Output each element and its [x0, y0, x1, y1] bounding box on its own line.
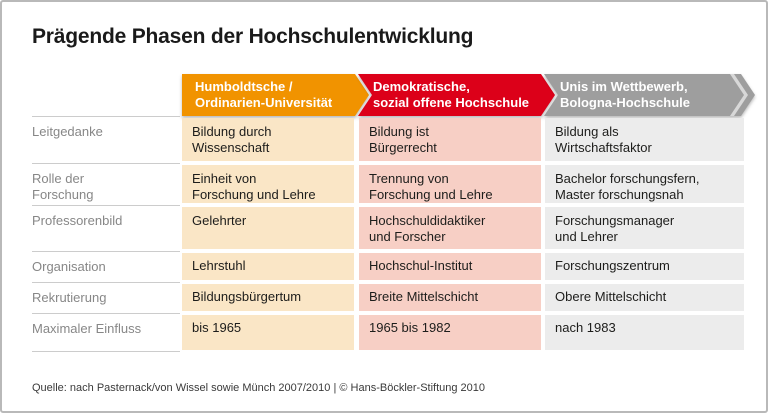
cell-professorenbild-phase2: Hochschuldidaktiker und Forscher	[359, 207, 541, 249]
row-label-leitgedanke: Leitgedanke	[32, 116, 180, 163]
chevron-right-icon	[730, 74, 748, 116]
row-label-rolle-der-forschung: Rolle der Forschung	[32, 163, 180, 205]
cell-forschung-phase2: Trennung von Forschung und Lehre	[359, 165, 541, 203]
cell-forschung-phase3: Bachelor forschungsfern, Master forschun…	[545, 165, 744, 203]
cell-rekrutierung-phase3: Obere Mittelschicht	[545, 284, 744, 311]
cell-organisation-phase1: Lehrstuhl	[182, 253, 354, 280]
phase-arrow-shape-1: Humboldtsche / Ordinarien-Universität	[182, 74, 369, 116]
cell-einfluss-phase1: bis 1965	[182, 315, 354, 350]
page-title: Prägende Phasen der Hochschulentwicklung	[32, 25, 474, 48]
cell-einfluss-phase3: nach 1983	[545, 315, 744, 350]
row-label-organisation: Organisation	[32, 251, 180, 282]
row-label-professorenbild: Professorenbild	[32, 205, 180, 251]
phase-label-2: Demokratische, sozial offene Hochschule	[373, 79, 530, 110]
cell-organisation-phase2: Hochschul-Institut	[359, 253, 541, 280]
source-note: Quelle: nach Pasternack/von Wissel sowie…	[32, 382, 486, 394]
row-label-rekrutierung: Rekrutierung	[32, 282, 180, 313]
cell-leitgedanke-phase3: Bildung als Wirtschaftsfaktor	[545, 118, 744, 161]
phase-arrow-shape-2: Demokratische, sozial offene Hochschule	[358, 74, 555, 116]
phase-header-humboldt: Humboldtsche / Ordinarien-Universität	[182, 74, 369, 116]
cell-rekrutierung-phase2: Breite Mittelschicht	[359, 284, 541, 311]
phase-header-demokratisch: Demokratische, sozial offene Hochschule	[358, 74, 555, 116]
cell-leitgedanke-phase1: Bildung durch Wissenschaft	[182, 118, 354, 161]
row-label-maximaler-einfluss: Maximaler Einfluss	[32, 313, 180, 352]
cell-einfluss-phase2: 1965 bis 1982	[359, 315, 541, 350]
cell-leitgedanke-phase2: Bildung ist Bürgerrecht	[359, 118, 541, 161]
cell-rekrutierung-phase1: Bildungsbürgertum	[182, 284, 354, 311]
cell-forschung-phase1: Einheit von Forschung und Lehre	[182, 165, 354, 203]
phase-header-wettbewerb: Unis im Wettbewerb, Bologna-Hochschule	[544, 74, 755, 116]
cell-professorenbild-phase3: Forschungsmanager und Lehrer	[545, 207, 744, 249]
cell-organisation-phase3: Forschungszentrum	[545, 253, 744, 280]
phase-label-3: Unis im Wettbewerb, Bologna-Hochschule	[560, 79, 691, 110]
cell-professorenbild-phase1: Gelehrter	[182, 207, 354, 249]
phase-label-1: Humboldtsche / Ordinarien-Universität	[195, 79, 333, 110]
phase-arrow-shape-3: Unis im Wettbewerb, Bologna-Hochschule	[544, 74, 755, 116]
